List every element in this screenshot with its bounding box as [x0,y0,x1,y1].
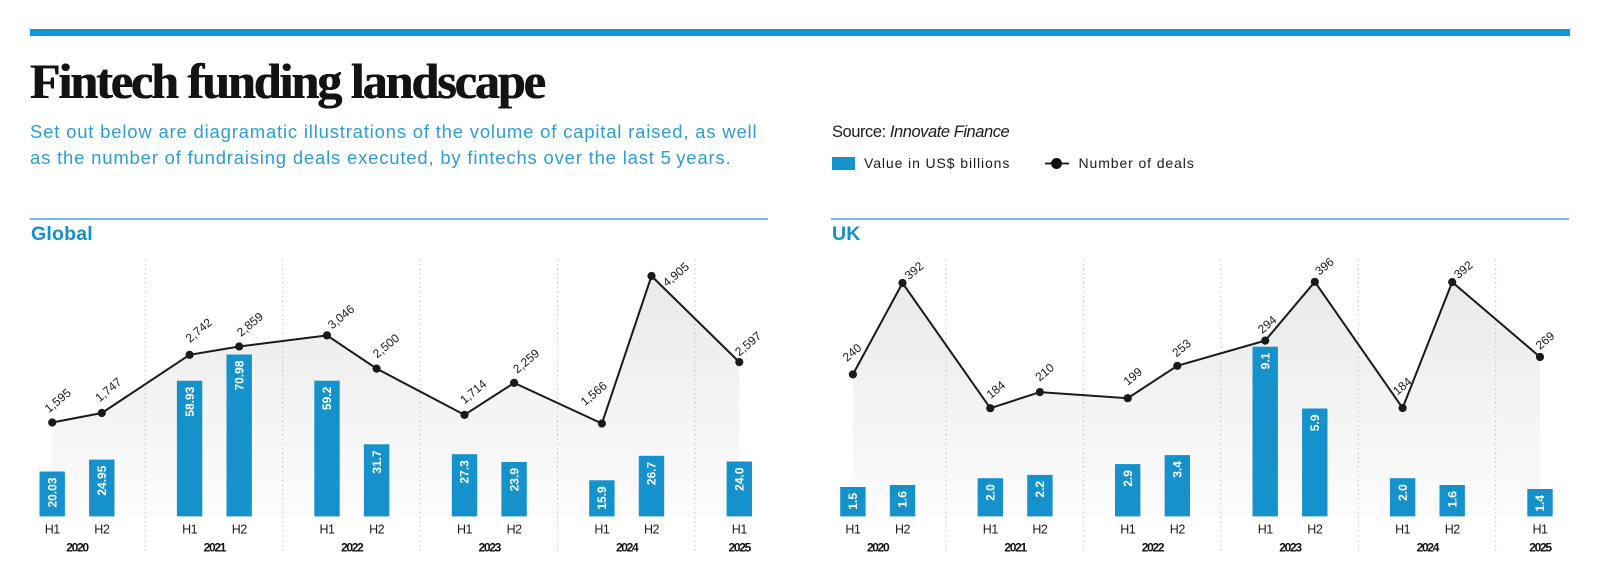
svg-text:1.5: 1.5 [846,493,860,510]
svg-text:2.0: 2.0 [984,484,998,501]
svg-text:392: 392 [902,259,927,283]
svg-text:23.9: 23.9 [507,468,521,492]
svg-text:27.3: 27.3 [458,460,472,484]
svg-text:70.98: 70.98 [232,360,246,390]
svg-text:H1: H1 [45,523,61,537]
svg-text:15.9: 15.9 [595,486,609,510]
svg-text:H1: H1 [983,523,999,537]
svg-text:2022: 2022 [341,541,364,555]
svg-text:2024: 2024 [1417,541,1440,555]
svg-text:396: 396 [1312,254,1337,278]
svg-text:2,859: 2,859 [234,309,266,339]
svg-text:H2: H2 [1307,523,1323,537]
svg-text:H1: H1 [1258,523,1274,537]
svg-text:H1: H1 [182,523,198,537]
svg-text:2025: 2025 [729,541,752,555]
svg-text:H1: H1 [320,523,336,537]
svg-text:392: 392 [1451,258,1476,282]
svg-text:2.9: 2.9 [1121,470,1135,487]
svg-text:H2: H2 [369,523,385,537]
svg-text:2022: 2022 [1142,541,1165,555]
svg-text:H1: H1 [594,523,610,537]
svg-text:3.4: 3.4 [1171,461,1185,478]
svg-text:H1: H1 [1395,523,1411,537]
svg-text:3,046: 3,046 [325,302,357,332]
svg-text:H1: H1 [1120,523,1136,537]
svg-text:9.1: 9.1 [1258,352,1272,369]
svg-text:2023: 2023 [479,541,502,555]
svg-text:2.0: 2.0 [1396,484,1410,501]
svg-text:2025: 2025 [1529,541,1552,555]
svg-text:24.0: 24.0 [733,467,747,491]
svg-text:H2: H2 [1032,523,1048,537]
svg-text:1.6: 1.6 [896,491,910,508]
svg-text:H2: H2 [232,523,248,537]
svg-text:H2: H2 [644,523,660,537]
svg-text:2,259: 2,259 [510,346,542,376]
svg-text:2024: 2024 [616,541,639,555]
svg-text:2023: 2023 [1279,541,1302,555]
svg-text:H1: H1 [732,523,748,537]
svg-text:H1: H1 [1533,523,1549,537]
svg-text:2.2: 2.2 [1033,481,1047,498]
svg-text:2021: 2021 [1004,541,1027,555]
svg-text:4,905: 4,905 [660,259,692,289]
svg-text:269: 269 [1533,329,1558,353]
svg-text:1,595: 1,595 [42,385,74,415]
svg-text:1.6: 1.6 [1445,491,1459,508]
svg-text:1,566: 1,566 [578,378,610,408]
svg-text:253: 253 [1169,336,1194,360]
svg-text:24.95: 24.95 [95,465,109,495]
svg-text:210: 210 [1033,360,1058,384]
svg-text:H1: H1 [845,523,861,537]
svg-text:5.9: 5.9 [1308,414,1322,431]
svg-text:H2: H2 [1170,523,1186,537]
svg-text:1.4: 1.4 [1533,495,1547,512]
svg-text:2,597: 2,597 [732,329,764,359]
svg-text:20.03: 20.03 [45,477,59,507]
svg-text:H2: H2 [1445,523,1461,537]
svg-text:H2: H2 [507,523,523,537]
svg-text:2021: 2021 [204,541,227,555]
svg-text:H1: H1 [457,523,473,537]
svg-text:58.93: 58.93 [183,386,197,416]
svg-text:184: 184 [984,378,1009,402]
svg-text:H2: H2 [895,523,911,537]
svg-text:H2: H2 [94,523,110,537]
svg-text:2,500: 2,500 [370,331,402,361]
svg-text:26.7: 26.7 [645,461,659,485]
svg-text:31.7: 31.7 [370,450,384,474]
svg-text:2020: 2020 [66,541,89,555]
svg-text:2020: 2020 [867,541,890,555]
svg-text:59.2: 59.2 [320,386,334,410]
svg-text:199: 199 [1121,364,1146,388]
svg-text:2,742: 2,742 [183,315,215,345]
